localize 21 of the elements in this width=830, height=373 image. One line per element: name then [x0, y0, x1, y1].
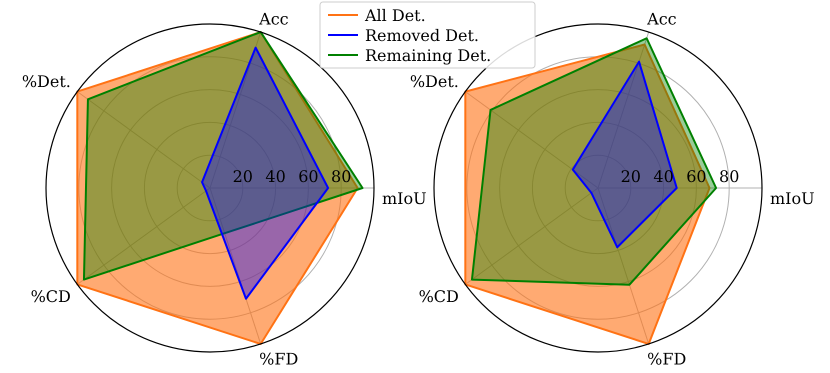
legend-label: Remaining Det. [365, 46, 492, 65]
spoke-label: mIoU [382, 189, 427, 208]
spoke-label: mIoU [770, 189, 815, 208]
spoke-label: %Det. [22, 72, 71, 91]
spoke-label: %CD [418, 287, 459, 306]
spoke-label: Acc [646, 9, 677, 28]
spoke-label: %CD [30, 287, 71, 306]
y-tick-label: 40 [265, 167, 286, 186]
y-tick-label: 20 [620, 167, 641, 186]
y-tick-label: 60 [686, 167, 707, 186]
y-tick-label: 80 [719, 167, 740, 186]
y-tick-label: 80 [331, 167, 352, 186]
y-tick-label: 40 [653, 167, 674, 186]
legend-label: Removed Det. [365, 26, 479, 45]
spoke-label: %FD [647, 350, 686, 369]
y-tick-label: 20 [232, 167, 253, 186]
spoke-label: Acc [258, 9, 289, 28]
y-tick-label: 60 [298, 167, 319, 186]
spoke-label: %Det. [410, 72, 459, 91]
legend-label: All Det. [364, 6, 426, 25]
spoke-label: %FD [259, 350, 298, 369]
